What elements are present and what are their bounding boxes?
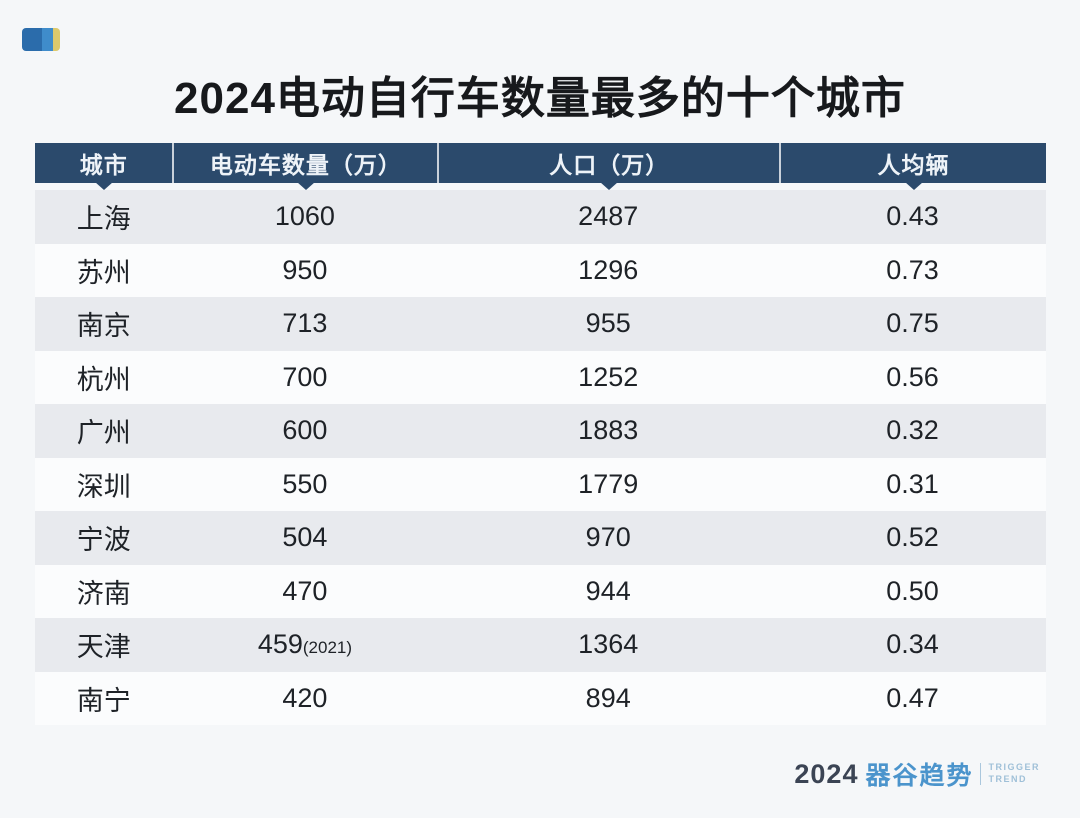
- cell-ebikes: 459(2021): [172, 629, 437, 660]
- cell-per-capita: 0.50: [886, 575, 939, 606]
- cell-population: 955: [585, 308, 631, 339]
- cell-population: 1296: [578, 254, 639, 285]
- cell-population: 2487: [578, 201, 639, 232]
- cell-city: 南京: [76, 311, 131, 342]
- brand-chip-segment-yellow: [53, 28, 60, 51]
- cell-per-capita: 0.47: [886, 682, 939, 713]
- logo-divider: [980, 763, 982, 785]
- brand-chip-segment-blue: [41, 28, 54, 51]
- page-title: 2024电动自行车数量最多的十个城市: [174, 74, 906, 123]
- cell-per-capita: 0.32: [886, 415, 939, 446]
- ebikes-value: 950: [282, 254, 328, 285]
- table-row-shenzhen: 深圳 550 1779 0.31: [35, 457, 1046, 511]
- ebikes-value: 470: [282, 575, 328, 606]
- cell-city: 天津: [76, 632, 131, 663]
- cell-city: 苏州: [76, 257, 131, 288]
- cell-population: 894: [585, 682, 631, 713]
- cell-city: 上海: [76, 204, 131, 235]
- logo-brand-en-line2: TREND: [988, 774, 1027, 784]
- logo-brand-name-cn: 器谷趋势: [865, 762, 974, 790]
- column-header-city: 城市: [35, 143, 172, 190]
- ebikes-note: (2021): [302, 638, 353, 658]
- ebike-ranking-table: 城市 电动车数量（万） 人口（万） 人均辆 上海 1060 2487 0.43 …: [35, 143, 1046, 725]
- table-body: 上海 1060 2487 0.43 苏州 950 1296 0.73 南京 71…: [35, 190, 1046, 725]
- column-header-per-capita: 人均辆: [779, 143, 1046, 190]
- cell-population: 1364: [578, 629, 639, 660]
- cell-per-capita: 0.73: [886, 254, 939, 285]
- cell-city: 南宁: [76, 685, 131, 716]
- cell-ebikes: 1060: [172, 201, 437, 232]
- cell-ebikes: 470: [172, 576, 437, 607]
- table-row-hangzhou: 杭州 700 1252 0.56: [35, 350, 1046, 404]
- ebikes-value: 1060: [274, 201, 335, 232]
- ebikes-value: 420: [282, 682, 328, 713]
- brand-chip-segment-dark-blue: [22, 28, 42, 51]
- cell-per-capita: 0.43: [886, 201, 939, 232]
- cell-ebikes: 550: [172, 469, 437, 500]
- header-notch-icon: [904, 182, 923, 190]
- table-row-nanjing: 南京 713 955 0.75: [35, 297, 1046, 351]
- cell-city: 杭州: [76, 364, 131, 395]
- header-notch-icon: [600, 182, 619, 190]
- ebikes-value: 504: [282, 522, 328, 553]
- cell-per-capita: 0.75: [886, 308, 939, 339]
- column-header-city-label: 城市: [79, 152, 128, 178]
- header-notch-icon: [94, 182, 113, 190]
- cell-population: 1883: [578, 415, 639, 446]
- cell-city: 宁波: [76, 525, 131, 556]
- column-header-population-label: 人口（万）: [549, 152, 670, 178]
- column-header-population: 人口（万）: [437, 143, 779, 190]
- cell-per-capita: 0.52: [886, 522, 939, 553]
- cell-per-capita: 0.31: [886, 468, 939, 499]
- cell-ebikes: 700: [172, 362, 437, 393]
- cell-city: 济南: [76, 578, 131, 609]
- ebikes-value: 700: [282, 361, 328, 392]
- cell-ebikes: 950: [172, 255, 437, 286]
- table-header-row: 城市 电动车数量（万） 人口（万） 人均辆: [35, 143, 1046, 190]
- column-header-ebike-count-label: 电动车数量（万）: [209, 152, 402, 178]
- table-row-jinan: 济南 470 944 0.50: [35, 564, 1046, 618]
- ebikes-value: 459: [257, 629, 303, 660]
- cell-ebikes: 713: [172, 308, 437, 339]
- table-row-ningbo: 宁波 504 970 0.52: [35, 511, 1046, 565]
- cell-ebikes: 504: [172, 522, 437, 553]
- cell-population: 1252: [578, 361, 639, 392]
- cell-ebikes: 420: [172, 683, 437, 714]
- ebikes-value: 600: [282, 415, 328, 446]
- cell-population: 944: [585, 575, 631, 606]
- column-header-per-capita-label: 人均辆: [877, 152, 950, 178]
- table-row-nanning: 南宁 420 894 0.47: [35, 671, 1046, 725]
- cell-city: 深圳: [76, 471, 131, 502]
- column-header-ebike-count: 电动车数量（万）: [172, 143, 437, 190]
- cell-ebikes: 600: [172, 415, 437, 446]
- table-row-guangzhou: 广州 600 1883 0.32: [35, 404, 1046, 458]
- brand-logo: 2024 器谷趋势 TRIGGER TREND: [794, 756, 1040, 792]
- table-row-tianjin: 天津 459(2021) 1364 0.34: [35, 618, 1046, 672]
- cell-population: 970: [585, 522, 631, 553]
- ebikes-value: 713: [282, 308, 328, 339]
- table-row-suzhou: 苏州 950 1296 0.73: [35, 243, 1046, 297]
- logo-brand-name-en: TRIGGER TREND: [988, 762, 1040, 785]
- table-row-shanghai: 上海 1060 2487 0.43: [35, 190, 1046, 244]
- logo-year: 2024: [794, 758, 859, 789]
- ebikes-value: 550: [282, 468, 328, 499]
- cell-per-capita: 0.56: [886, 361, 939, 392]
- cell-population: 1779: [578, 468, 639, 499]
- header-notch-icon: [296, 182, 315, 190]
- cell-per-capita: 0.34: [886, 629, 939, 660]
- logo-brand-en-line1: TRIGGER: [988, 762, 1040, 773]
- cell-city: 广州: [76, 418, 131, 449]
- brand-chip-icon: [22, 28, 60, 51]
